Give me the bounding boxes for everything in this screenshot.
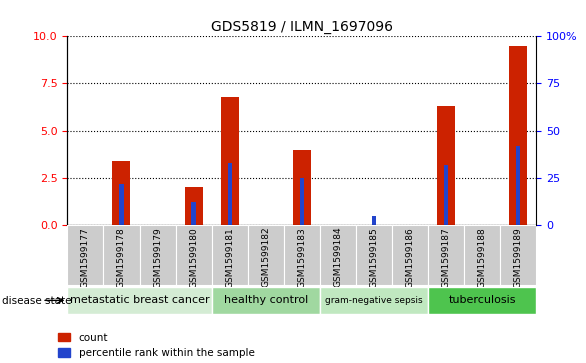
Bar [299,178,304,225]
Bar [176,225,212,285]
Text: GSM1599178: GSM1599178 [117,227,126,287]
Title: GDS5819 / ILMN_1697096: GDS5819 / ILMN_1697096 [211,20,393,34]
Bar [113,161,131,225]
Text: GSM1599185: GSM1599185 [369,227,379,287]
Bar [320,225,356,285]
Bar [500,225,536,285]
Bar [192,203,196,225]
Text: GSM1599189: GSM1599189 [514,227,523,287]
Text: GSM1599182: GSM1599182 [261,227,270,287]
Bar [428,225,464,285]
Bar [320,287,428,314]
Bar [185,187,203,225]
Bar [444,165,448,225]
Text: GSM1599179: GSM1599179 [153,227,162,287]
Bar [516,146,520,225]
Bar [464,225,500,285]
Text: GSM1599177: GSM1599177 [81,227,90,287]
Text: disease state: disease state [2,296,71,306]
Bar [392,225,428,285]
Text: healthy control: healthy control [224,295,308,305]
Text: GSM1599181: GSM1599181 [225,227,234,287]
Bar [372,216,376,225]
Bar [221,97,239,225]
Text: tuberculosis: tuberculosis [448,295,516,305]
Bar [428,287,536,314]
Bar [212,287,320,314]
Bar [139,225,176,285]
Text: GSM1599180: GSM1599180 [189,227,198,287]
Bar [284,225,320,285]
Bar [67,287,212,314]
Text: GSM1599183: GSM1599183 [297,227,306,287]
Bar [104,225,139,285]
Bar [509,46,527,225]
Bar [356,225,392,285]
Text: metastatic breast cancer: metastatic breast cancer [70,295,209,305]
Text: gram-negative sepsis: gram-negative sepsis [325,296,423,305]
Bar [293,150,311,225]
Bar [227,163,232,225]
Bar [120,184,124,225]
Bar [67,225,104,285]
Bar [248,225,284,285]
Bar [212,225,248,285]
Legend: count, percentile rank within the sample: count, percentile rank within the sample [58,333,255,358]
Bar [437,106,455,225]
Text: GSM1599186: GSM1599186 [406,227,414,287]
Text: GSM1599184: GSM1599184 [333,227,342,287]
Text: GSM1599187: GSM1599187 [441,227,451,287]
Text: GSM1599188: GSM1599188 [478,227,486,287]
